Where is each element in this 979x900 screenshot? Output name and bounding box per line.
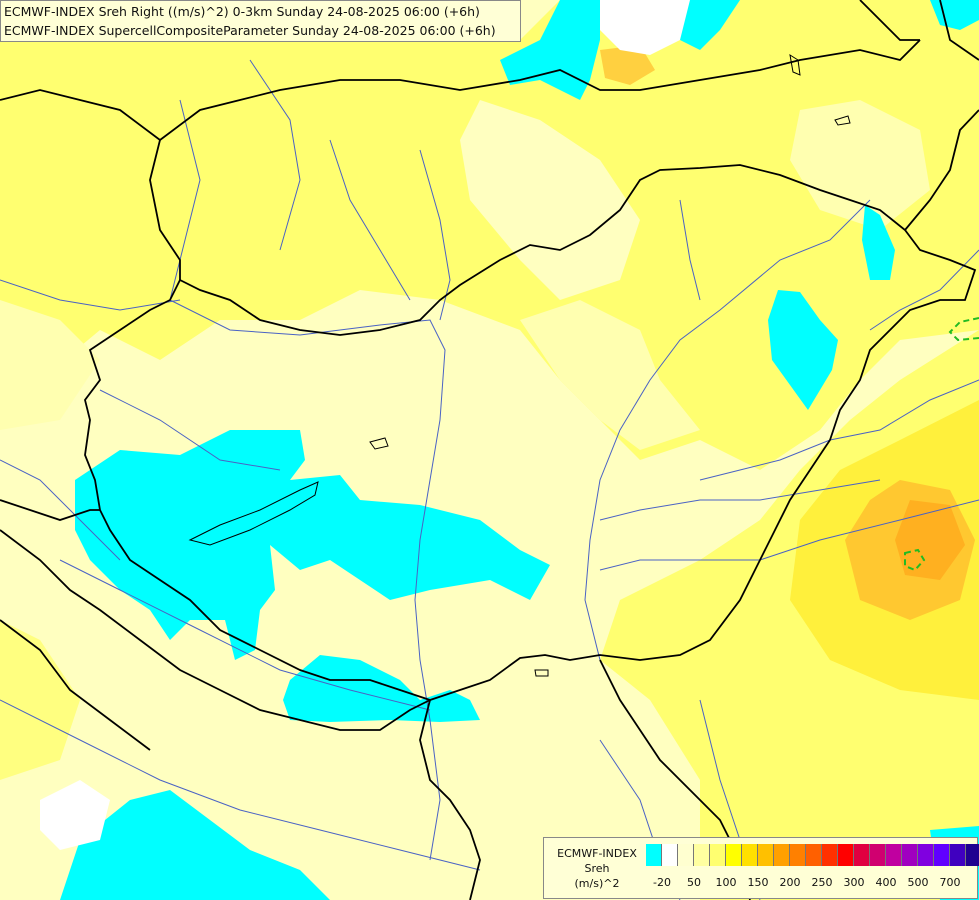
legend-swatches: [646, 844, 979, 866]
river-crisuri: [599, 479, 881, 521]
legend-swatch: [918, 844, 934, 866]
legend-swatch: [662, 844, 678, 866]
legend-swatch: [934, 844, 950, 866]
legend-swatch: [822, 844, 838, 866]
lake-balaton: [188, 481, 319, 546]
river-tisza: [584, 199, 871, 661]
sreh-high-fields: [600, 45, 979, 700]
yellow-field-southwest: [0, 620, 80, 780]
cyan-field-south: [283, 655, 480, 722]
river-morava: [169, 99, 201, 301]
light-field-northeast: [790, 100, 930, 230]
cyan-field-southwest: [60, 790, 330, 900]
cyan-field-slovakia: [862, 205, 895, 280]
river-austria: [0, 279, 181, 311]
legend-swatch: [806, 844, 822, 866]
legend-swatch: [950, 844, 966, 866]
legend-swatch: [646, 844, 662, 866]
river-raba: [99, 389, 281, 471]
legend-title: ECMWF-INDEX Sreh (m/s)^2: [550, 846, 644, 891]
legend-title-line2: Sreh: [584, 862, 610, 875]
legend-swatch: [758, 844, 774, 866]
border-hungary: [84, 164, 977, 701]
cyan-field-north: [500, 0, 600, 100]
border-bosnia: [0, 619, 151, 751]
river-west: [0, 459, 121, 561]
legend-swatch: [710, 844, 726, 866]
legend-tick-label: 700: [939, 876, 961, 889]
legend-swatch: [742, 844, 758, 866]
border-austria-czech: [0, 89, 181, 280]
legend-swatch: [886, 844, 902, 866]
legend-title-line1: ECMWF-INDEX: [557, 847, 637, 860]
scp-contour-orange: [904, 548, 926, 572]
river-hron: [419, 149, 451, 321]
legend-swatch: [678, 844, 694, 866]
river-east: [869, 249, 979, 331]
legend-tick-label: -20: [653, 876, 671, 889]
lake-small-1: [369, 437, 389, 450]
orange-core: [895, 500, 965, 580]
lake-small-2: [834, 115, 851, 126]
scp-contours: [904, 317, 979, 572]
legend-tick-label: 150: [747, 876, 769, 889]
river-sava: [0, 699, 481, 871]
legend-tick-label: 200: [779, 876, 801, 889]
border-slovakia-north: [159, 39, 921, 141]
legend-tick-label: 100: [715, 876, 737, 889]
border-poland-east: [859, 0, 920, 41]
white-patch-southwest: [40, 780, 110, 850]
lake-small-4: [534, 669, 549, 677]
map-title-box: ECMWF-INDEX Sreh Right ((m/s)^2) 0-3km S…: [0, 0, 521, 42]
river-sajo: [679, 199, 701, 301]
river-drava: [59, 559, 431, 711]
cyan-field-northeast-1: [680, 0, 740, 50]
cyan-field-east-hungary: [768, 290, 838, 410]
deep-yellow-north-spot: [600, 45, 655, 85]
legend-tick-label: 50: [687, 876, 701, 889]
light-field-northcentral: [460, 100, 640, 300]
legend-tick-label: 250: [811, 876, 833, 889]
legend-tick-label: 500: [907, 876, 929, 889]
legend-swatch: [694, 844, 710, 866]
legend-swatch: [966, 844, 979, 866]
legend-swatch: [790, 844, 806, 866]
border-ukraine: [904, 109, 979, 231]
scp-contour-east: [948, 317, 979, 342]
legend-ticks: -20 50 100 150 200 250 300 400 500 700: [646, 876, 976, 892]
river-north: [249, 59, 301, 251]
light-field-west: [0, 300, 100, 430]
border-croatia: [0, 529, 431, 731]
lakes: [188, 53, 851, 677]
light-field-hungary: [520, 300, 700, 450]
color-legend: ECMWF-INDEX Sreh (m/s)^2 -20 50 100 150 200 2…: [543, 837, 979, 899]
title-line-scp: ECMWF-INDEX SupercellCompositeParameter …: [4, 23, 496, 38]
border-slovenia: [0, 499, 100, 521]
legend-swatch: [838, 844, 854, 866]
river-vah: [329, 139, 411, 301]
legend-swatch: [726, 844, 742, 866]
legend-swatch: [854, 844, 870, 866]
legend-swatch: [870, 844, 886, 866]
yellow-field-north: [0, 0, 979, 470]
legend-tick-label: 300: [843, 876, 865, 889]
lake-small-3: [789, 53, 801, 76]
title-line-sreh: ECMWF-INDEX Sreh Right ((m/s)^2) 0-3km S…: [4, 4, 480, 19]
white-patch-north: [600, 0, 690, 55]
legend-title-line3: (m/s)^2: [574, 877, 620, 890]
legend-tick-label: 400: [875, 876, 897, 889]
legend-swatch: [774, 844, 790, 866]
sreh-white-fields: [40, 0, 690, 850]
legend-swatch: [902, 844, 918, 866]
border-serbia: [419, 699, 481, 900]
border-moldova: [939, 0, 979, 61]
